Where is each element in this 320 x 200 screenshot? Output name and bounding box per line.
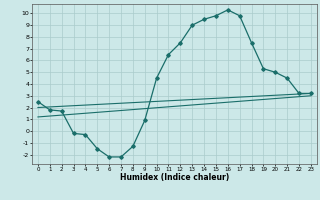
X-axis label: Humidex (Indice chaleur): Humidex (Indice chaleur) [120, 173, 229, 182]
